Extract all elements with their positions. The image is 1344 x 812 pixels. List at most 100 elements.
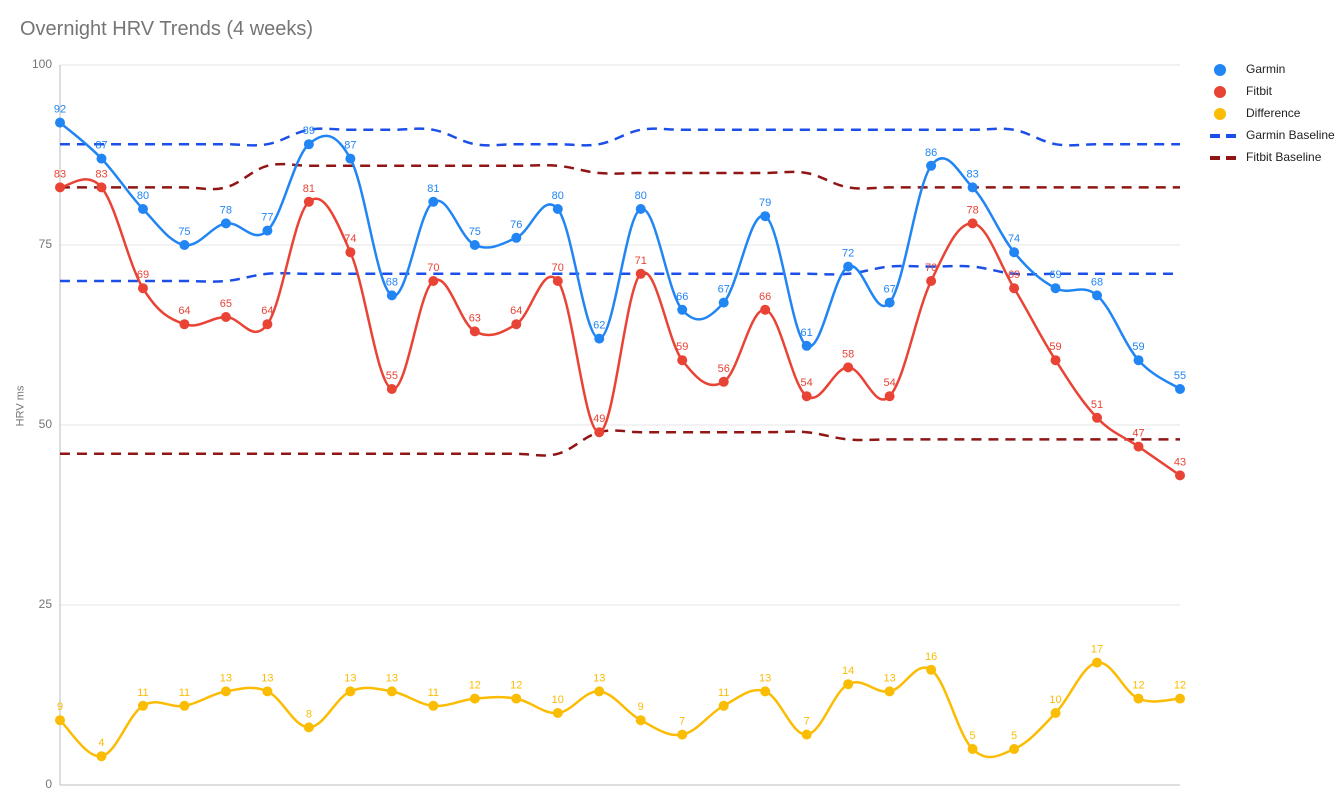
fitbit-point-label: 54	[884, 377, 896, 389]
garmin-point	[885, 298, 895, 308]
fitbit-point-label: 58	[842, 348, 854, 360]
difference-point-label: 13	[593, 672, 605, 684]
fitbit-point-label: 43	[1174, 456, 1186, 468]
difference-point	[553, 708, 563, 718]
garmin-point-label: 75	[178, 226, 190, 238]
fitbit-point	[428, 276, 438, 286]
garmin-point	[1051, 283, 1061, 293]
difference-point-label: 7	[804, 716, 810, 728]
difference-point	[843, 679, 853, 689]
fitbit-point-label: 59	[1049, 341, 1061, 353]
fitbit-point-label: 64	[510, 305, 522, 317]
garmin-point	[1134, 355, 1144, 365]
garmin-point-label: 80	[635, 190, 647, 202]
garmin-point-label: 67	[884, 284, 896, 296]
garmin-point	[345, 154, 355, 164]
fitbit-point	[968, 218, 978, 228]
garmin-point	[96, 154, 106, 164]
legend-swatch-garmin	[1214, 64, 1226, 76]
garmin-point	[553, 204, 563, 214]
fitbit-point	[345, 247, 355, 257]
garmin-point-label: 61	[801, 327, 813, 339]
difference-point	[1175, 694, 1185, 704]
fitbit-point	[304, 197, 314, 207]
garmin-point	[926, 161, 936, 171]
difference-point-label: 10	[552, 694, 564, 706]
garmin-point-label: 89	[303, 125, 315, 137]
difference-point-label: 5	[1011, 730, 1017, 742]
garmin-point	[428, 197, 438, 207]
garmin-point-label: 77	[261, 212, 273, 224]
legend-swatch-fitbit	[1214, 86, 1226, 98]
garmin-point	[968, 182, 978, 192]
difference-point	[138, 701, 148, 711]
difference-point-label: 11	[428, 687, 439, 699]
difference-point-label: 13	[344, 672, 356, 684]
fitbit-point-label: 55	[386, 370, 398, 382]
difference-point	[968, 744, 978, 754]
fitbit-point-label: 65	[220, 298, 232, 310]
fitbit-point-label: 47	[1132, 428, 1144, 440]
fitbit-point-label: 64	[261, 305, 273, 317]
difference-point-label: 13	[759, 672, 771, 684]
fitbit-point	[221, 312, 231, 322]
fitbit-point	[138, 283, 148, 293]
difference-point-label: 14	[842, 665, 854, 677]
garmin-point	[262, 226, 272, 236]
fitbit-point-label: 64	[178, 305, 190, 317]
difference-point	[926, 665, 936, 675]
fitbit-point	[843, 362, 853, 372]
difference-point-label: 9	[638, 701, 644, 713]
garmin-point-label: 78	[220, 204, 232, 216]
garmin-point	[1092, 290, 1102, 300]
y-tick-label: 100	[32, 57, 52, 71]
fitbit-point	[1092, 413, 1102, 423]
garmin-point	[387, 290, 397, 300]
fitbit-point	[594, 427, 604, 437]
fitbit-point	[677, 355, 687, 365]
fitbit-point	[636, 269, 646, 279]
difference-point	[594, 686, 604, 696]
fitbit-point	[1134, 442, 1144, 452]
difference-point-label: 16	[925, 651, 937, 663]
legend-label-garmin: Garmin	[1246, 62, 1285, 76]
difference-point-label: 11	[179, 687, 190, 699]
fitbit-point-label: 63	[469, 312, 481, 324]
legend-label-fitbit: Fitbit	[1246, 84, 1273, 98]
difference-point-label: 12	[1132, 680, 1144, 692]
difference-point	[1051, 708, 1061, 718]
difference-point	[221, 686, 231, 696]
garmin-point	[843, 262, 853, 272]
garmin-point-label: 81	[427, 183, 439, 195]
difference-point	[885, 686, 895, 696]
difference-point	[96, 751, 106, 761]
fitbit-point	[1009, 283, 1019, 293]
fitbit-point-label: 70	[552, 262, 564, 274]
fitbit-point	[926, 276, 936, 286]
fitbit_baseline-lower-line	[60, 430, 1180, 455]
fitbit-point-label: 56	[718, 363, 730, 375]
difference-point	[1009, 744, 1019, 754]
fitbit-point	[1051, 355, 1061, 365]
garmin-point	[760, 211, 770, 221]
garmin-point-label: 87	[344, 140, 356, 152]
garmin-point	[719, 298, 729, 308]
difference-point-label: 11	[718, 687, 729, 699]
legend-label-difference: Difference	[1246, 106, 1301, 120]
legend-swatch-difference	[1214, 108, 1226, 120]
fitbit-point-label: 71	[635, 255, 647, 267]
difference-point-label: 13	[261, 672, 273, 684]
fitbit-point-label: 49	[593, 413, 605, 425]
fitbit-point	[553, 276, 563, 286]
garmin-point	[138, 204, 148, 214]
fitbit-point	[885, 391, 895, 401]
fitbit-point	[760, 305, 770, 315]
fitbit-point	[96, 182, 106, 192]
difference-point	[428, 701, 438, 711]
difference-point	[511, 694, 521, 704]
fitbit-point	[1175, 470, 1185, 480]
garmin-point	[304, 139, 314, 149]
legend-label-garmin_baseline: Garmin Baseline	[1246, 128, 1335, 142]
difference-point	[345, 686, 355, 696]
garmin-point-label: 92	[54, 104, 66, 116]
